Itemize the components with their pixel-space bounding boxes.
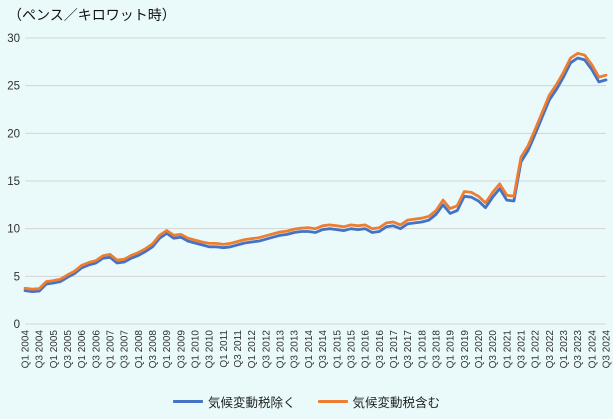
x-tick-label: Q1 2012 (247, 330, 258, 369)
x-tick-label: Q3 2008 (148, 330, 159, 369)
x-tick-label: Q3 2015 (346, 330, 357, 369)
y-tick-label: 30 (7, 33, 20, 45)
x-tick-label: Q3 2009 (176, 330, 187, 369)
x-tick-label: Q1 2010 (191, 330, 202, 369)
legend-label-incl: 気候変動税含む (352, 396, 441, 410)
x-tick-label: Q1 2005 (49, 330, 60, 369)
x-tick-label: Q1 2015 (332, 330, 343, 369)
x-tick-label: Q3 2010 (205, 330, 216, 369)
x-tick-label: Q3 2024 (602, 330, 613, 369)
x-tick-label: Q1 2008 (134, 330, 145, 369)
x-tick-label: Q3 2013 (290, 330, 301, 369)
y-tick-label: 10 (7, 224, 20, 236)
legend: 気候変動税除く 気候変動税含む (0, 392, 613, 411)
x-tick-label: Q3 2020 (488, 330, 499, 369)
x-tick-label: Q3 2011 (233, 330, 244, 368)
x-tick-label: Q1 2023 (559, 330, 570, 369)
x-tick-label: Q1 2021 (502, 330, 513, 369)
x-tick-label: Q3 2022 (545, 330, 556, 369)
series-line-incl-levy (23, 51, 608, 291)
x-tick-label: Q3 2023 (573, 330, 584, 369)
x-tick-label: Q1 2024 (587, 330, 598, 369)
legend-line-swatch-incl (317, 400, 348, 403)
x-tick-label: Q1 2004 (21, 330, 32, 369)
x-tick-label: Q3 2006 (91, 330, 102, 369)
x-tick-label: Q1 2022 (531, 330, 542, 369)
x-tick-label: Q1 2007 (106, 330, 117, 369)
x-tick-label: Q1 2006 (77, 330, 88, 369)
legend-item-excl-levy: 気候変動税除く (172, 392, 296, 411)
legend-label-excl: 気候変動税除く (207, 396, 296, 410)
y-tick-label: 20 (7, 128, 20, 140)
x-tick-label: Q1 2019 (446, 330, 457, 369)
x-tick-label: Q1 2016 (361, 330, 372, 369)
x-tick-label: Q1 2011 (219, 330, 230, 368)
x-tick-label: Q1 2014 (304, 330, 315, 369)
x-tick-label: Q1 2009 (162, 330, 173, 369)
x-tick-label: Q1 2018 (417, 330, 428, 369)
x-tick-label: Q1 2013 (276, 330, 287, 369)
y-tick-label: 25 (7, 81, 20, 93)
x-tick-label: Q3 2017 (403, 330, 414, 369)
series-line-excl-levy (23, 56, 608, 294)
y-tick-label: 0 (14, 319, 20, 331)
legend-item-incl-levy: 気候変動税含む (317, 392, 441, 411)
x-tick-label: Q3 2019 (460, 330, 471, 369)
x-tick-label: Q3 2021 (516, 330, 527, 369)
y-tick-label: 5 (14, 271, 20, 283)
x-tick-label: Q3 2007 (120, 330, 131, 369)
chart-title: （ペンス／キロワット時） (8, 7, 176, 23)
x-tick-label: Q1 2020 (474, 330, 485, 369)
x-tick-label: Q3 2014 (318, 330, 329, 369)
x-tick-label: Q3 2016 (375, 330, 386, 369)
x-tick-label: Q3 2018 (431, 330, 442, 369)
legend-line-swatch-excl (172, 400, 203, 403)
x-tick-label: Q3 2012 (261, 330, 272, 369)
x-tick-label: Q1 2017 (389, 330, 400, 369)
x-tick-label: Q3 2004 (35, 330, 46, 369)
x-tick-label: Q3 2005 (63, 330, 74, 369)
y-tick-label: 15 (7, 176, 20, 188)
